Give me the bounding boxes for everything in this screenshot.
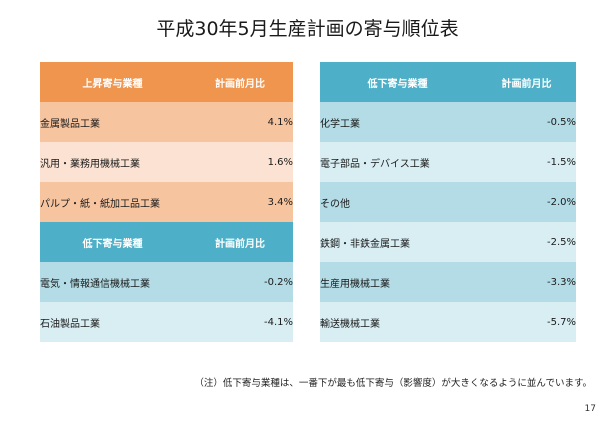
row-divider: [475, 102, 477, 142]
row-divider: [475, 182, 477, 222]
industry-name: 汎用・業務用機械工業: [40, 142, 185, 182]
table-row: 石油製品工業 -4.1%: [40, 302, 293, 342]
industry-name: 金属製品工業: [40, 102, 185, 142]
row-divider: [185, 182, 187, 222]
header-divider: [475, 62, 477, 102]
column-header-ratio: 計画前月比: [187, 62, 293, 102]
table-header-row: 上昇寄与業種 計画前月比: [40, 62, 293, 102]
ratio-value: -2.0%: [477, 182, 576, 222]
ratio-value: -1.5%: [477, 142, 576, 182]
table-header-row: 低下寄与業種 計画前月比: [320, 62, 576, 102]
ratio-value: -5.7%: [477, 302, 576, 342]
declining-contribution-table-right: 低下寄与業種 計画前月比 化学工業 -0.5% 電子部品・デバイス工業 -1.5…: [320, 62, 576, 342]
ratio-value: 4.1%: [187, 102, 293, 142]
row-divider: [185, 142, 187, 182]
industry-name: 生産用機械工業: [320, 262, 475, 302]
industry-name: その他: [320, 182, 475, 222]
rising-contribution-table: 上昇寄与業種 計画前月比 金属製品工業 4.1% 汎用・業務用機械工業 1.6%…: [40, 62, 293, 222]
table-row: 金属製品工業 4.1%: [40, 102, 293, 142]
footnote: （注）低下寄与業種は、一番下が最も低下寄与（影響度）が大きくなるように並んでいま…: [194, 378, 592, 389]
table-row: 鉄鋼・非鉄金属工業 -2.5%: [320, 222, 576, 262]
industry-name: 化学工業: [320, 102, 475, 142]
industry-name: 石油製品工業: [40, 302, 185, 342]
header-divider: [185, 62, 187, 102]
industry-name: 鉄鋼・非鉄金属工業: [320, 222, 475, 262]
table-row: 電子部品・デバイス工業 -1.5%: [320, 142, 576, 182]
row-divider: [185, 302, 187, 342]
table-header-row: 低下寄与業種 計画前月比: [40, 222, 293, 262]
page-number: 17: [584, 404, 596, 414]
row-divider: [475, 142, 477, 182]
industry-name: パルプ・紙・紙加工品工業: [40, 182, 185, 222]
row-divider: [475, 222, 477, 262]
row-divider: [475, 262, 477, 302]
ratio-value: -4.1%: [187, 302, 293, 342]
industry-name: 電気・情報通信機械工業: [40, 262, 185, 302]
table-row: 汎用・業務用機械工業 1.6%: [40, 142, 293, 182]
table-row: 生産用機械工業 -3.3%: [320, 262, 576, 302]
row-divider: [185, 102, 187, 142]
ratio-value: 1.6%: [187, 142, 293, 182]
row-divider: [475, 302, 477, 342]
table-row: 電気・情報通信機械工業 -0.2%: [40, 262, 293, 302]
table-row: その他 -2.0%: [320, 182, 576, 222]
ratio-value: -3.3%: [477, 262, 576, 302]
table-row: パルプ・紙・紙加工品工業 3.4%: [40, 182, 293, 222]
row-divider: [185, 262, 187, 302]
column-header-ratio: 計画前月比: [187, 222, 293, 262]
page-title: 平成30年5月生産計画の寄与順位表: [156, 18, 459, 40]
column-header-industry: 低下寄与業種: [320, 62, 475, 102]
ratio-value: -0.2%: [187, 262, 293, 302]
column-header-ratio: 計画前月比: [477, 62, 576, 102]
column-header-industry: 上昇寄与業種: [40, 62, 185, 102]
header-divider: [185, 222, 187, 262]
ratio-value: -0.5%: [477, 102, 576, 142]
industry-name: 電子部品・デバイス工業: [320, 142, 475, 182]
declining-contribution-table-left: 低下寄与業種 計画前月比 電気・情報通信機械工業 -0.2% 石油製品工業 -4…: [40, 222, 293, 342]
industry-name: 輸送機械工業: [320, 302, 475, 342]
ratio-value: -2.5%: [477, 222, 576, 262]
table-row: 化学工業 -0.5%: [320, 102, 576, 142]
column-header-industry: 低下寄与業種: [40, 222, 185, 262]
table-row: 輸送機械工業 -5.7%: [320, 302, 576, 342]
ratio-value: 3.4%: [187, 182, 293, 222]
